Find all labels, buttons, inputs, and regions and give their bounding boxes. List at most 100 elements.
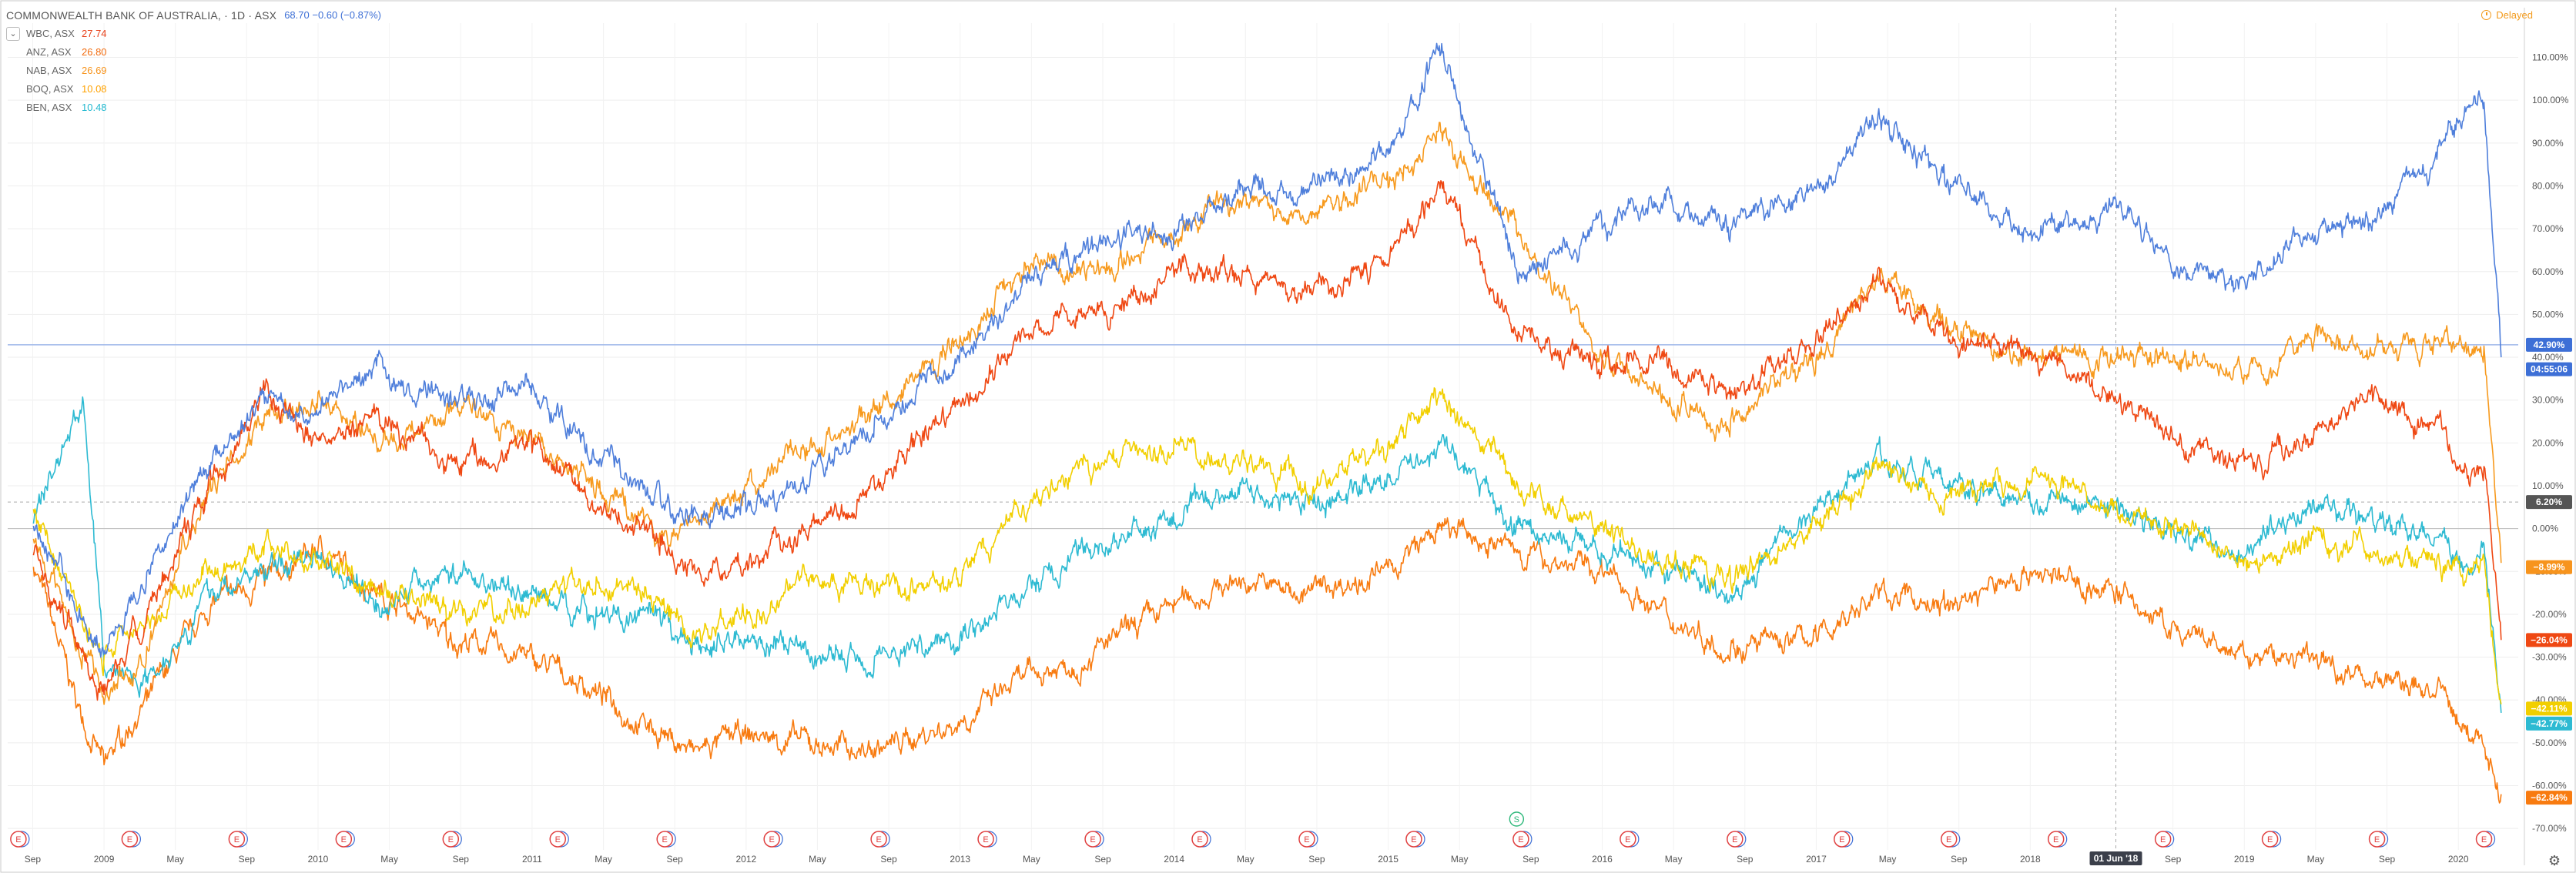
earnings-marker-circle <box>335 831 353 848</box>
series-line-ben[interactable] <box>32 396 2502 713</box>
split-marker[interactable]: S <box>1509 811 1525 827</box>
x-tick-label: Sep <box>453 854 470 865</box>
earnings-marker-letter: E <box>1197 835 1202 845</box>
x-tick-label: Sep <box>1522 854 1539 865</box>
earnings-marker-letter: E <box>1946 835 1951 845</box>
main-stat: 68.70 −0.60 (−0.87%) <box>284 9 381 21</box>
earnings-marker[interactable]: E <box>1727 831 1747 848</box>
x-tick-label: May <box>1023 854 1040 865</box>
earnings-marker[interactable]: E <box>1191 831 1211 848</box>
earnings-marker[interactable]: E <box>10 831 30 848</box>
earnings-marker[interactable]: E <box>1940 831 1961 848</box>
legend-row-anz[interactable]: ANZ, ASX 26.80 <box>6 43 381 62</box>
earnings-marker[interactable]: E <box>2475 831 2496 848</box>
earnings-marker-letter: E <box>2267 835 2273 845</box>
x-tick-label: Sep <box>1094 854 1111 865</box>
y-tick-label: 50.00% <box>2532 309 2564 319</box>
earnings-marker[interactable]: E <box>870 831 890 848</box>
earnings-marker[interactable]: E <box>1620 831 1640 848</box>
earnings-marker[interactable]: E <box>1405 831 1425 848</box>
series-line-boq[interactable] <box>32 387 2502 704</box>
earnings-marker-letter: E <box>15 835 21 845</box>
x-tick-label: May <box>809 854 826 865</box>
earnings-marker-letter: E <box>1839 835 1844 845</box>
earnings-marker[interactable]: E <box>335 831 355 848</box>
price-badge-bg <box>2526 495 2572 510</box>
gear-icon[interactable]: ⚙ <box>2548 853 2561 868</box>
earnings-marker-circle <box>1298 831 1315 848</box>
price-badge-bg <box>2526 716 2572 731</box>
earnings-marker-letter: E <box>876 835 881 845</box>
x-tick-label: May <box>1665 854 1683 865</box>
crosshair-date-badge: 01 Jun '18 <box>2089 851 2142 865</box>
delayed-indicator[interactable]: Delayed <box>2481 9 2533 21</box>
y-tick-label: 0.00% <box>2532 523 2558 534</box>
price-badge-label: −62.84% <box>2531 792 2568 803</box>
earnings-marker[interactable]: E <box>656 831 676 848</box>
earnings-marker-letter: E <box>341 835 347 845</box>
split-marker-circle <box>1509 811 1525 827</box>
earnings-marker[interactable]: E <box>2154 831 2175 848</box>
earnings-marker[interactable]: E <box>2368 831 2389 848</box>
y-tick-label: 80.00% <box>2532 180 2564 191</box>
earnings-marker-circle <box>1620 831 1636 848</box>
x-tick-label: Sep <box>1951 854 1968 865</box>
earnings-marker[interactable]: E <box>1834 831 1854 848</box>
x-tick-label: May <box>595 854 612 865</box>
x-tick-label: 2018 <box>2020 854 2041 865</box>
legend-row-boq[interactable]: BOQ, ASX 10.08 <box>6 80 381 99</box>
legend-symbol: ANZ, ASX <box>26 46 72 58</box>
price-badge-label: 04:55:06 <box>2531 364 2568 375</box>
earnings-marker-circle <box>1727 831 1744 848</box>
series-line-nab[interactable] <box>32 122 2502 705</box>
date-badge-bg <box>2089 851 2142 865</box>
series-line-wbc[interactable] <box>32 180 2502 701</box>
x-tick-label: May <box>166 854 184 865</box>
earnings-marker[interactable]: E <box>549 831 569 848</box>
x-tick-label: 2020 <box>2448 854 2469 865</box>
earnings-marker[interactable]: E <box>228 831 248 848</box>
y-tick-label: 20.00% <box>2532 437 2564 448</box>
earnings-marker-circle <box>1084 831 1101 848</box>
y-tick-label: -50.00% <box>2532 738 2567 748</box>
price-badge-bg <box>2526 633 2572 647</box>
earnings-marker[interactable]: E <box>2047 831 2068 848</box>
earnings-marker[interactable]: E <box>2261 831 2282 848</box>
price-badge: −42.11% <box>2526 701 2572 716</box>
earnings-marker[interactable]: E <box>1298 831 1318 848</box>
earnings-marker-circle <box>549 831 567 848</box>
x-tick-label: Sep <box>667 854 684 865</box>
price-badge-bg <box>2526 701 2572 716</box>
x-tick-label: Sep <box>239 854 256 865</box>
price-badge-bg <box>2526 362 2572 376</box>
legend-value: 10.08 <box>82 83 107 95</box>
x-tick-label: Sep <box>880 854 897 865</box>
earnings-marker[interactable]: E <box>442 831 462 848</box>
y-tick-label: -20.00% <box>2532 609 2567 620</box>
y-tick-label: -70.00% <box>2532 823 2567 834</box>
series-line-cba[interactable] <box>32 42 2502 658</box>
x-tick-label: 2011 <box>522 854 542 865</box>
earnings-marker[interactable]: E <box>1084 831 1104 848</box>
earnings-marker[interactable]: E <box>1512 831 1533 848</box>
earnings-marker-letter: E <box>1090 835 1095 845</box>
earnings-marker[interactable]: E <box>977 831 997 848</box>
clock-icon <box>2481 10 2492 20</box>
earnings-marker[interactable]: E <box>763 831 783 848</box>
legend-row-wbc[interactable]: ⌄ WBC, ASX 27.74 <box>6 25 381 43</box>
date-badge-label: 01 Jun '18 <box>2094 853 2139 864</box>
series-line-anz[interactable] <box>32 517 2502 804</box>
earnings-marker-letter: E <box>555 835 561 845</box>
legend-row-nab[interactable]: NAB, ASX 26.69 <box>6 62 381 80</box>
legend-row-ben[interactable]: BEN, ASX 10.48 <box>6 99 381 117</box>
y-tick-label: 40.00% <box>2532 352 2564 363</box>
earnings-marker[interactable]: E <box>121 831 142 848</box>
earnings-marker-circle <box>1940 831 1958 848</box>
price-badge: −62.84% <box>2526 791 2572 805</box>
earnings-marker-letter: E <box>1304 835 1309 845</box>
price-badge: −8.99% <box>2526 560 2572 574</box>
x-tick-label: Sep <box>25 854 42 865</box>
chevron-down-icon[interactable]: ⌄ <box>6 27 20 41</box>
